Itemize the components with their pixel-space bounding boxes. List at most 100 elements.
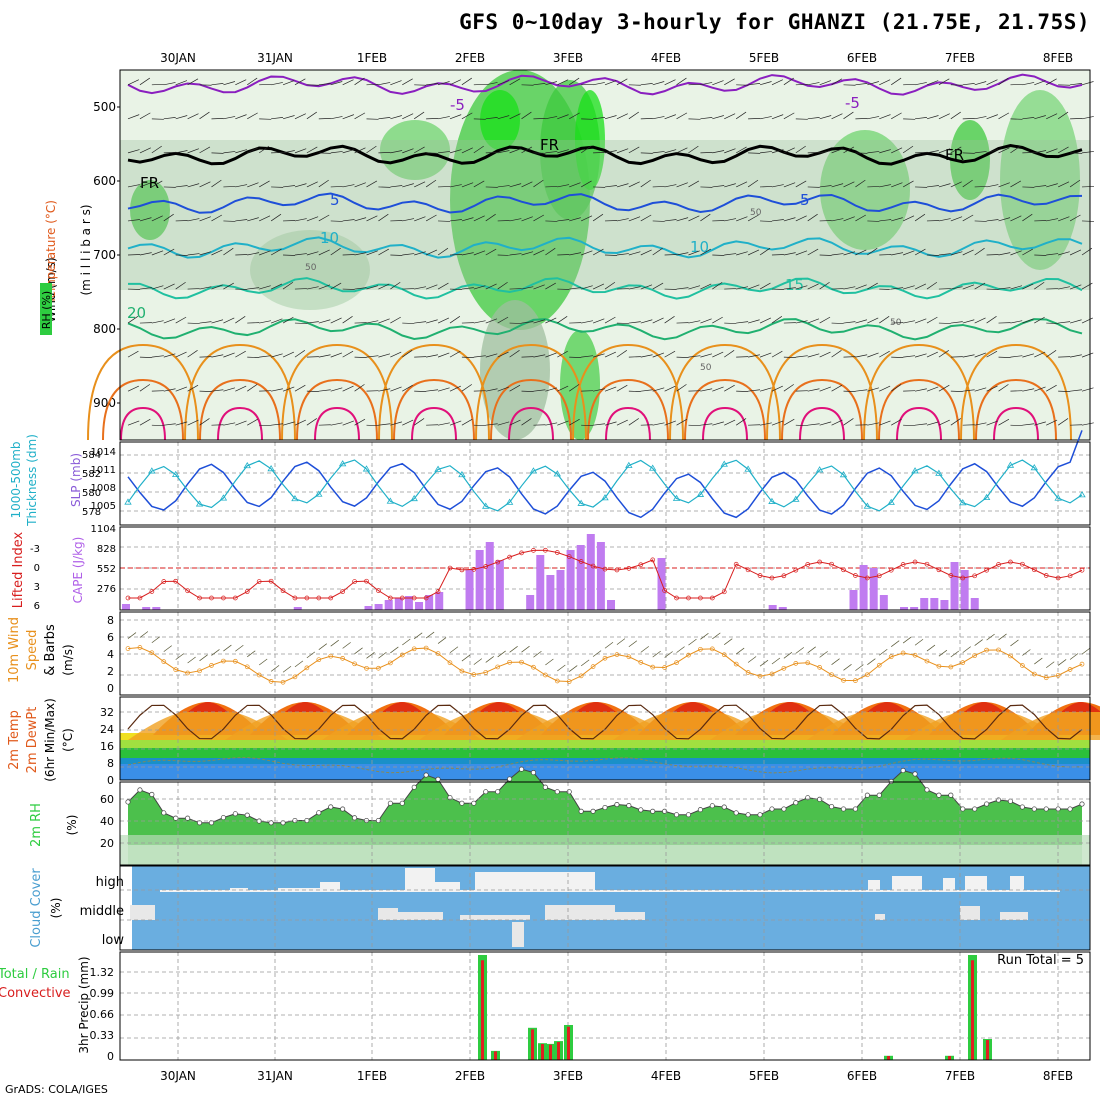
wind-barb (557, 219, 570, 222)
cloud-mid-block (378, 908, 398, 920)
cloud-high-block (320, 882, 340, 890)
cape-tick: 1104 (91, 524, 116, 535)
wind-barb (414, 286, 427, 290)
cape-bar (596, 542, 605, 610)
wind-speed-marker (829, 672, 834, 678)
thickness-marker (362, 465, 371, 472)
wind-barb (1022, 82, 1035, 86)
slp-tick: 1008 (91, 483, 116, 494)
rh-marker (459, 800, 465, 806)
li-tick: 0 (34, 563, 40, 574)
wind-barb (235, 114, 247, 120)
wind-barb (759, 81, 772, 86)
wind-barb (390, 150, 403, 154)
wind-barb-10m (676, 646, 685, 653)
wind-barb (330, 352, 343, 358)
wind-barb (676, 418, 688, 426)
wind-barb (282, 281, 294, 290)
wind-barb (831, 113, 843, 120)
date-label-bottom: 3FEB (553, 1069, 583, 1083)
wind-barb (938, 253, 951, 256)
wind-barb (569, 147, 581, 154)
wind-barb (771, 184, 784, 188)
slp-frame (119, 441, 1091, 526)
wind-barb (139, 384, 151, 392)
wind-barb (807, 388, 820, 392)
rh-marker (387, 800, 393, 806)
wind-speed-marker (221, 658, 226, 664)
lifted-index-marker (781, 573, 787, 579)
wind-barb (724, 183, 736, 188)
thickness-marker (243, 461, 251, 469)
wind-speed-marker (364, 665, 369, 671)
wind-barb (437, 422, 450, 426)
wind-barb (354, 252, 367, 256)
wind-barb (139, 287, 152, 290)
wind-speed-marker (841, 677, 846, 683)
ylabel-li: Lifted Index (11, 531, 26, 608)
thickness-marker (815, 466, 824, 473)
wind-barb (1081, 282, 1093, 290)
wind-barb (235, 316, 246, 324)
wind-barb (628, 181, 640, 188)
wind-barb (223, 387, 236, 392)
wind-barb (700, 318, 712, 324)
contour-label: 50 (700, 363, 712, 373)
cape-bar (910, 607, 919, 610)
rh-frame (119, 781, 1091, 866)
thickness-marker (482, 502, 490, 509)
wind-barb (831, 253, 844, 256)
wind-barb (342, 79, 354, 86)
wind-barb-10m (1057, 659, 1067, 666)
precip-bar-convective (567, 1026, 570, 1060)
lifted-index-marker (829, 561, 834, 567)
contour-label: 5 (330, 191, 340, 209)
wind-barb (867, 116, 880, 120)
wind-speed-marker (1067, 667, 1073, 672)
wind-barb (712, 386, 724, 392)
wind-barb-10m (485, 656, 494, 663)
wind-barb-10m (843, 664, 852, 671)
wind-barb (557, 316, 568, 324)
cloud-level-label: low (102, 933, 125, 948)
lifted-index-marker (232, 595, 238, 601)
wind-barb (771, 385, 783, 392)
wind-barb (175, 421, 188, 426)
precip-run-total: Run Total = 5 (997, 953, 1084, 968)
temperature-contour (127, 192, 1083, 214)
rh-marker (948, 792, 954, 798)
temperature-contour (87, 343, 199, 441)
lifted-index-marker (543, 547, 548, 553)
wind-barb (306, 251, 319, 256)
wind-barb-10m (652, 650, 661, 658)
wind-barb (867, 317, 879, 324)
wind-barb-10m (914, 638, 924, 646)
temp-band (120, 758, 1090, 764)
wind-barb (879, 219, 892, 222)
wind-barb (998, 287, 1011, 290)
cloud-high-block (278, 888, 320, 890)
wind-barb (926, 185, 939, 188)
wind-barb (1034, 386, 1046, 392)
ylabel-dewpt: 2m DewPt (25, 707, 40, 774)
thickness-line (127, 459, 1083, 512)
temp-peak (867, 702, 907, 712)
wind-barb (354, 418, 366, 426)
wind-barb (342, 316, 353, 324)
wind-barb (1010, 250, 1022, 256)
wind-barb (175, 115, 188, 120)
wind-barb (354, 182, 366, 188)
wind-barb (199, 251, 212, 256)
wind-barb (175, 80, 188, 86)
wind-barb (1069, 249, 1082, 256)
ylabel-temp: Temperature (°C) (44, 200, 58, 305)
wind-barb (855, 389, 868, 392)
wind-barb (974, 247, 985, 256)
thickness-marker (696, 490, 705, 497)
wind-barb (819, 150, 832, 154)
wind-barb (175, 351, 187, 358)
wind-barb (426, 389, 439, 392)
rh-marker (495, 789, 501, 795)
rh-marker (363, 817, 370, 824)
wind-barb (771, 114, 784, 120)
